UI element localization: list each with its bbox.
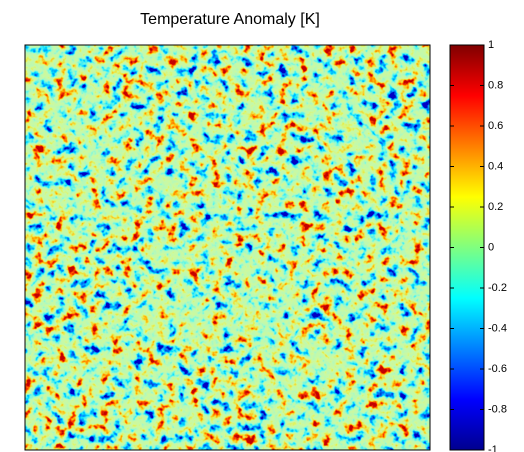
colorbar-tick-label: 0: [488, 241, 494, 253]
colorbar-tick-label: -0.2: [488, 282, 507, 294]
colorbar-tick-label: 0.4: [488, 160, 503, 172]
colorbar-tick-label: -1: [488, 444, 498, 452]
chart-title: Temperature Anomaly [K]: [140, 11, 320, 28]
colorbar-tick-label: -0.8: [488, 403, 507, 415]
colorbar-tick-label: 1: [488, 39, 494, 51]
axes-frame: [24, 44, 431, 451]
colorbar: [449, 44, 485, 451]
colorbar-tick-label: 0.6: [488, 120, 503, 132]
colorbar-tick-label: 0.8: [488, 79, 503, 91]
colorbar-tick-label: 0.2: [488, 201, 503, 213]
colorbar-tick-label: -0.6: [488, 363, 507, 375]
colorbar-tick-label: -0.4: [488, 322, 507, 334]
heatmap-texture: [25, 45, 430, 450]
